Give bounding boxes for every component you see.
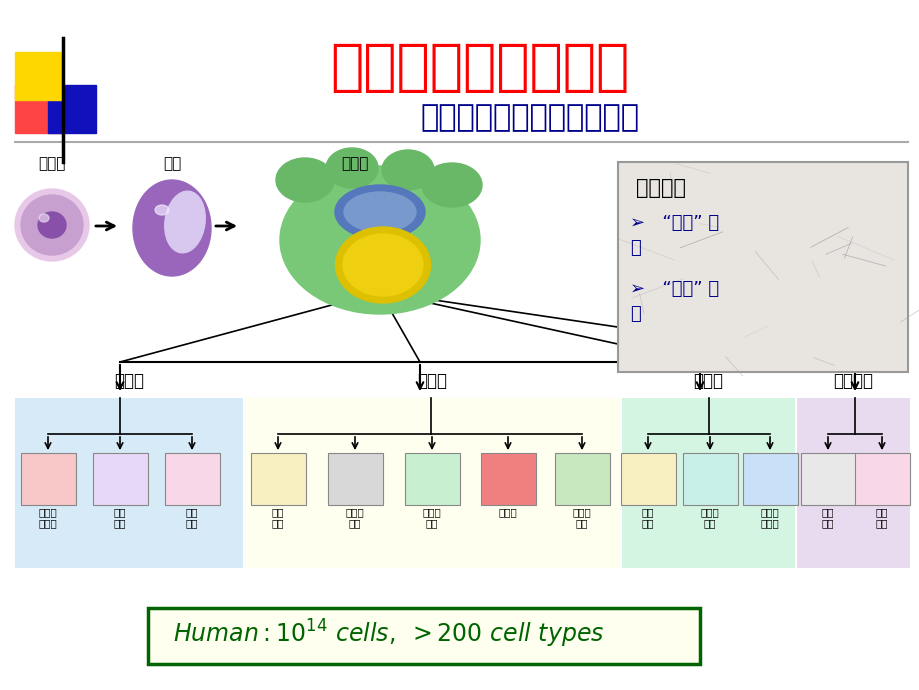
- Bar: [15, 85, 62, 133]
- Text: 两个特点: 两个特点: [635, 178, 686, 198]
- Text: 外胚层: 外胚层: [114, 372, 144, 390]
- Bar: [682, 453, 737, 505]
- Bar: [554, 453, 609, 505]
- Ellipse shape: [15, 189, 89, 261]
- Ellipse shape: [39, 214, 49, 222]
- Text: 皮肤表
皮细胞: 皮肤表 皮细胞: [39, 507, 57, 529]
- Ellipse shape: [335, 185, 425, 239]
- Bar: [328, 453, 382, 505]
- Bar: [796, 398, 909, 568]
- Ellipse shape: [38, 212, 66, 238]
- Bar: [620, 453, 675, 505]
- Text: ➢   “异化” 过
程: ➢ “异化” 过 程: [630, 280, 719, 323]
- Ellipse shape: [422, 163, 482, 207]
- Text: 心肌
细胞: 心肌 细胞: [271, 507, 284, 529]
- FancyBboxPatch shape: [618, 162, 907, 372]
- Ellipse shape: [344, 192, 415, 232]
- Bar: [854, 453, 909, 505]
- Text: $\mathit{Human:10^{14}\ cells,\ >200\ cell\ types}$: $\mathit{Human:10^{14}\ cells,\ >200\ ce…: [173, 618, 604, 650]
- Ellipse shape: [279, 166, 480, 314]
- Text: ➢   “同源” 细
胞: ➢ “同源” 细 胞: [630, 214, 719, 257]
- Text: 囊胚: 囊胚: [163, 156, 181, 171]
- Text: 脑神
经元: 脑神 经元: [114, 507, 126, 529]
- Text: 平滑肌
细胞: 平滑肌 细胞: [572, 507, 591, 529]
- Ellipse shape: [154, 205, 169, 215]
- Bar: [48, 85, 96, 133]
- Text: 细胞分化的概念及一般规律: 细胞分化的概念及一般规律: [420, 104, 639, 132]
- Text: 精子
细胞: 精子 细胞: [821, 507, 834, 529]
- Bar: [15, 52, 62, 100]
- Bar: [165, 453, 220, 505]
- Ellipse shape: [343, 234, 423, 296]
- Text: 细胞分化的基本概念: 细胞分化的基本概念: [330, 41, 629, 95]
- Ellipse shape: [335, 227, 430, 303]
- Ellipse shape: [381, 150, 434, 190]
- Bar: [15, 398, 243, 568]
- Bar: [481, 453, 536, 505]
- Text: 肺泡上
皮细胞: 肺泡上 皮细胞: [760, 507, 778, 529]
- Ellipse shape: [133, 180, 210, 276]
- Text: 色素
细胞: 色素 细胞: [186, 507, 198, 529]
- Text: 卵子
细胞: 卵子 细胞: [875, 507, 887, 529]
- Text: 红细胞: 红细胞: [498, 507, 516, 517]
- Text: 中胚层: 中胚层: [417, 372, 447, 390]
- Text: 骨骼肌
细胞: 骨骼肌 细胞: [346, 507, 364, 529]
- Text: 原胚胚: 原胚胚: [341, 156, 369, 171]
- Ellipse shape: [165, 191, 205, 253]
- Bar: [743, 453, 797, 505]
- Text: 甲状腺
细胞: 甲状腺 细胞: [700, 507, 719, 529]
- Text: 肾小管
细胞: 肾小管 细胞: [422, 507, 441, 529]
- Bar: [251, 453, 306, 505]
- Bar: [244, 398, 619, 568]
- Ellipse shape: [325, 148, 378, 188]
- Text: 受精卵: 受精卵: [39, 156, 65, 171]
- Bar: [621, 398, 794, 568]
- Ellipse shape: [276, 158, 334, 202]
- Bar: [21, 453, 76, 505]
- Bar: [93, 453, 148, 505]
- Bar: [404, 453, 460, 505]
- Ellipse shape: [21, 195, 83, 255]
- Text: 生殖细胞: 生殖细胞: [833, 372, 872, 390]
- Bar: [800, 453, 855, 505]
- Text: 胰腺
细胞: 胰腺 细胞: [641, 507, 653, 529]
- Text: 内胚层: 内胚层: [693, 372, 722, 390]
- FancyBboxPatch shape: [148, 608, 699, 664]
